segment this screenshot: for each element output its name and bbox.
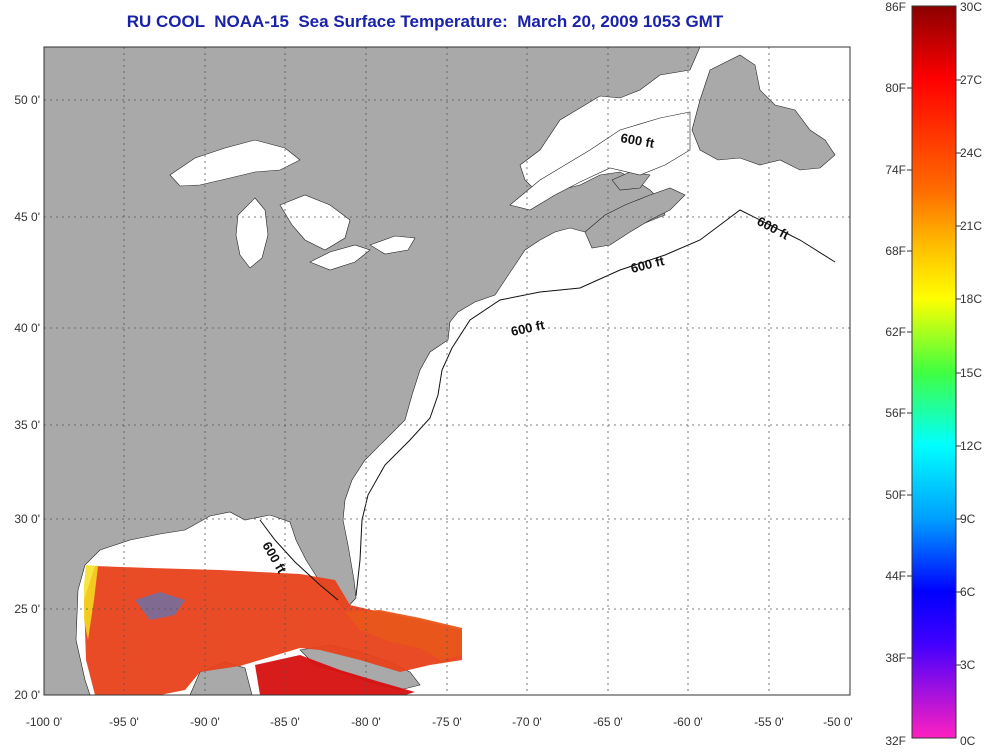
colorbar-f-label-38: 38F (885, 651, 906, 665)
lon-label-100: -100 0' (25, 715, 63, 729)
lon-label-65: -65 0' (593, 715, 623, 729)
graticule-grid (44, 47, 850, 695)
figure-title: RU COOL NOAA-15 Sea Surface Temperature:… (126, 12, 724, 31)
lon-label-50: -50 0' (823, 715, 853, 729)
colorbar-c-label-9: 9C (960, 512, 976, 526)
colorbar-f-label-74: 74F (885, 163, 906, 177)
north-america-land (44, 47, 701, 695)
colorbar-f-label-62: 62F (885, 325, 906, 339)
lon-label-80: -80 0' (351, 715, 381, 729)
colorbar-c-label-6: 6C (960, 585, 976, 599)
nova-scotia-land (584, 187, 686, 249)
st-lawrence-water (509, 111, 691, 211)
newfoundland-land (691, 54, 836, 171)
contour-600ft-line (259, 209, 836, 601)
lake-superior (169, 139, 301, 187)
sst-gulf-blue-patch (135, 592, 185, 620)
colorbar (911, 5, 957, 739)
lake-ontario (369, 235, 416, 255)
colorbar-f-label-32: 32F (885, 734, 906, 748)
colorbar-c-label-18: 18C (960, 292, 983, 306)
lon-label-60: -60 0' (673, 715, 703, 729)
contour-label-st-lawrence: 600 ft (619, 130, 656, 151)
lon-label-90: -90 0' (190, 715, 220, 729)
map-frame (43, 46, 851, 696)
colorbar-f-label-80: 80F (885, 81, 906, 95)
colorbar-c-label-0: 0C (960, 734, 976, 748)
lake-erie (309, 244, 371, 271)
lat-label-25: 25 0' (14, 602, 40, 616)
lat-label-45: 45 0' (14, 210, 40, 224)
colorbar-c-label-12: 12C (960, 439, 983, 453)
sst-caribbean-hot (255, 655, 415, 695)
colorbar-f-label-86: 86F (885, 0, 906, 14)
colorbar-c-label-15: 15C (960, 366, 983, 380)
colorbar-c-label-30: 30C (960, 0, 983, 14)
sst-florida-strait (345, 610, 462, 660)
lon-label-75: -75 0' (432, 715, 462, 729)
sst-gulf-yellow-edge (84, 565, 98, 640)
colorbar-f-label-50: 50F (885, 488, 906, 502)
lake-huron (279, 194, 351, 251)
contour-label-gulf-of-maine: 600 ft (510, 317, 547, 339)
lake-michigan (235, 197, 269, 269)
lat-label-40: 40 0' (14, 321, 40, 335)
lat-label-30: 30 0' (14, 512, 40, 526)
colorbar-ticks (907, 79, 961, 666)
colorbar-f-label-68: 68F (885, 244, 906, 258)
lat-label-35: 35 0' (14, 418, 40, 432)
colorbar-c-label-3: 3C (960, 658, 976, 672)
colorbar-f-label-56: 56F (885, 406, 906, 420)
cape-breton-land (611, 171, 651, 191)
lat-label-20: 20 0' (14, 688, 40, 702)
lon-label-95: -95 0' (109, 715, 139, 729)
lat-label-50: 50 0' (14, 93, 40, 107)
colorbar-c-label-27: 27C (960, 73, 983, 87)
colorbar-c-label-21: 21C (960, 219, 983, 233)
lon-label-70: -70 0' (512, 715, 542, 729)
colorbar-c-label-24: 24C (960, 146, 983, 160)
lon-label-55: -55 0' (754, 715, 784, 729)
colorbar-f-label-44: 44F (885, 569, 906, 583)
lon-label-85: -85 0' (270, 715, 300, 729)
